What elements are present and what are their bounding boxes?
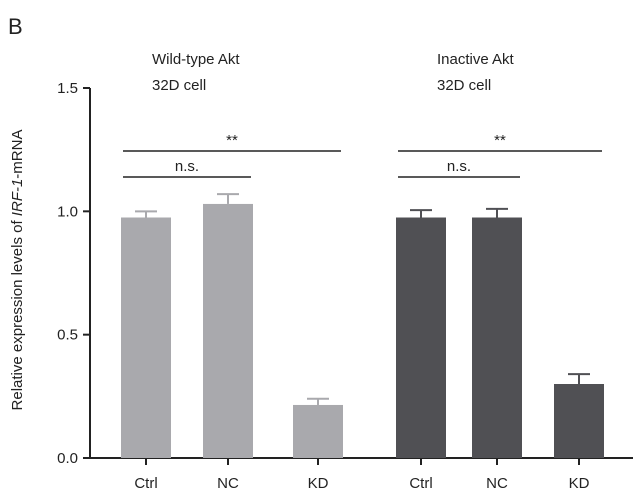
bar <box>472 217 522 458</box>
x-tick-label: NC <box>486 475 508 492</box>
significance-label: ** <box>494 132 506 149</box>
x-tick-label: KD <box>308 475 329 492</box>
y-tick-label: 0.0 <box>57 450 78 467</box>
y-tick-label: 1.5 <box>57 80 78 97</box>
chart-marks: Wild-type Akt 32D cell Ctrl NC KD n.s. ** Inact… <box>121 51 604 492</box>
y-axis-label-gene: IRF-1 <box>9 179 26 217</box>
bar <box>121 217 171 458</box>
y-axis-label-prefix: Relative expression levels of <box>9 216 26 410</box>
bar <box>554 384 604 458</box>
bar <box>203 203 253 458</box>
y-tick-label: 0.5 <box>57 327 78 344</box>
x-tick-label: Ctrl <box>409 475 432 492</box>
y-axis-label: Relative expression levels of IRF-1-mRNA <box>9 130 26 411</box>
x-tick-label: NC <box>217 475 239 492</box>
group-sublabel: 32D cell <box>437 77 491 94</box>
axes: 0.0 0.5 1.0 1.5 <box>57 80 633 467</box>
bar <box>396 217 446 458</box>
group-sublabel: 32D cell <box>152 77 206 94</box>
bar <box>293 404 343 458</box>
x-tick-label: Ctrl <box>134 475 157 492</box>
significance-label: n.s. <box>447 158 471 175</box>
group-label: Wild-type Akt <box>152 51 240 68</box>
group-label: Inactive Akt <box>437 51 515 68</box>
panel-label: B <box>8 14 23 39</box>
y-axis-label-suffix: -mRNA <box>9 130 26 179</box>
significance-label: ** <box>226 132 238 149</box>
significance-label: n.s. <box>175 158 199 175</box>
x-tick-label: KD <box>569 475 590 492</box>
y-tick-label: 1.0 <box>57 203 78 220</box>
